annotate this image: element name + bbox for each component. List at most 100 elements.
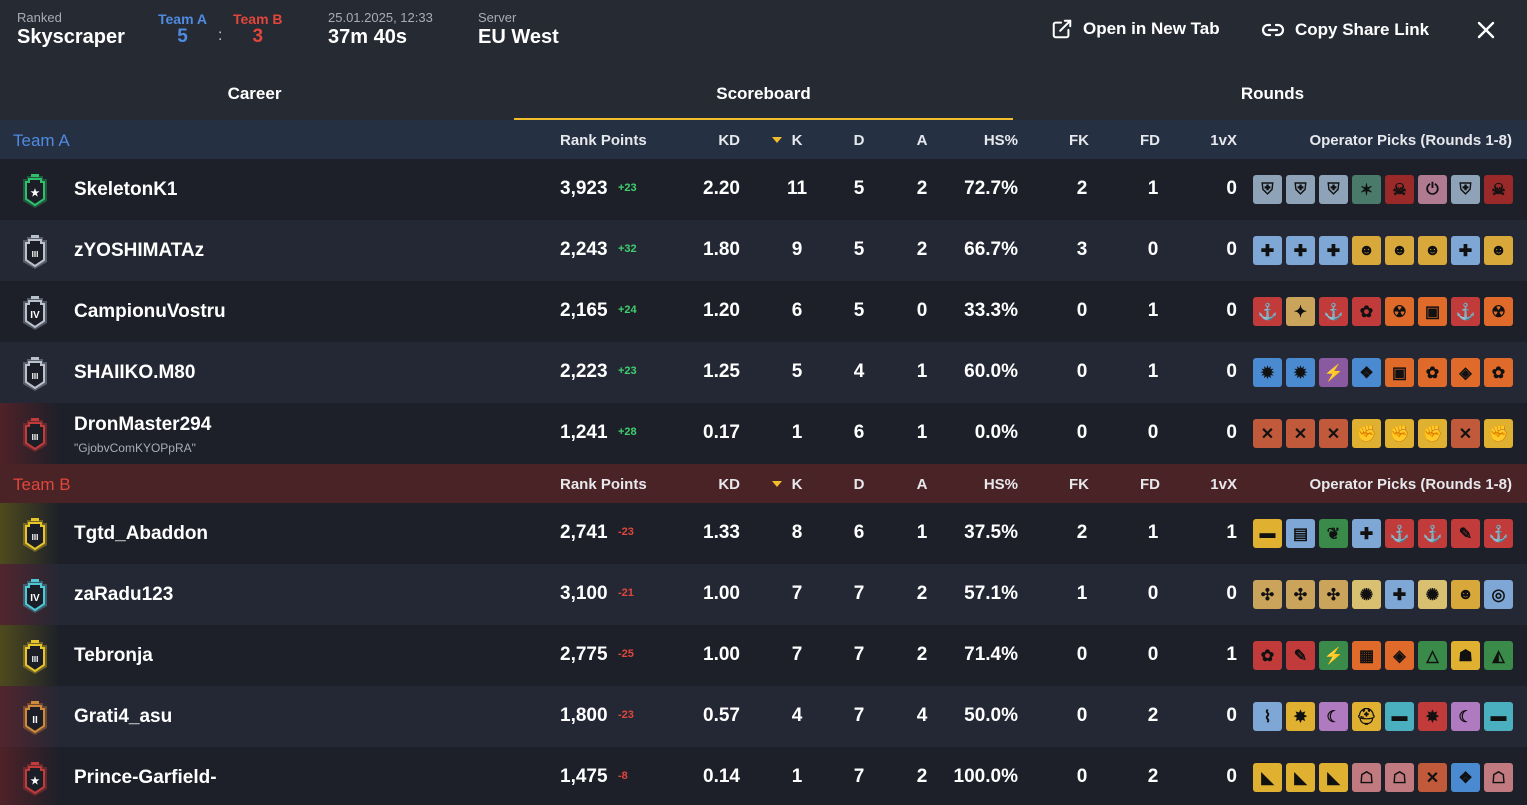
- column-header-fk[interactable]: FK: [1069, 132, 1089, 149]
- operator-icon[interactable]: ✺: [1418, 580, 1447, 609]
- player-row[interactable]: III Tebronja 2,775 -25 1.00 7 7 2 71.4% 0 0 1 ✿ ✎ ⚡ ▦ ◈ △…: [0, 625, 1527, 686]
- column-header-fd[interactable]: FD: [1140, 476, 1160, 493]
- player-row[interactable]: III SHAIIKO.M80 2,223 +23 1.25 5 4 1 60.0% 0 1 0 ✹ ✹ ⚡…: [0, 342, 1527, 403]
- operator-icon[interactable]: ⛨: [1451, 175, 1480, 204]
- operator-icon[interactable]: ⛨: [1253, 175, 1282, 204]
- operator-icon[interactable]: ⚡: [1319, 641, 1348, 670]
- operator-icon[interactable]: ☻: [1451, 580, 1480, 609]
- player-row[interactable]: III Tgtd_Abaddon 2,741 -23 1.33 8 6 1 37.5% 2 1 1 ▬ ▤…: [0, 503, 1527, 564]
- operator-icon[interactable]: ❖: [1352, 358, 1381, 387]
- operator-icon[interactable]: ⚓: [1319, 297, 1348, 326]
- operator-icon[interactable]: ☢: [1385, 297, 1414, 326]
- column-header-a[interactable]: A: [916, 132, 928, 149]
- operator-icon[interactable]: ✚: [1286, 236, 1315, 265]
- operator-icon[interactable]: ✚: [1319, 236, 1348, 265]
- operator-icon[interactable]: ⏻: [1418, 175, 1447, 204]
- operator-icon[interactable]: ✚: [1253, 236, 1282, 265]
- operator-icon[interactable]: ◎: [1484, 580, 1513, 609]
- operator-icon[interactable]: ◣: [1286, 763, 1315, 792]
- operator-icon[interactable]: ⚓: [1253, 297, 1282, 326]
- operator-icon[interactable]: ✚: [1451, 236, 1480, 265]
- player-name[interactable]: CampionuVostru: [74, 301, 226, 322]
- operator-icon[interactable]: ⚓: [1385, 519, 1414, 548]
- operator-icon[interactable]: ▬: [1253, 519, 1282, 548]
- operator-icon[interactable]: ✊: [1484, 419, 1513, 448]
- operator-icon[interactable]: ◈: [1451, 358, 1480, 387]
- operator-icon[interactable]: ☻: [1352, 236, 1381, 265]
- operator-icon[interactable]: ✿: [1484, 358, 1513, 387]
- player-row[interactable]: IV CampionuVostru 2,165 +24 1.20 6 5 0 33.3% 0 1 0 ⚓…: [0, 281, 1527, 342]
- column-header-kd[interactable]: KD: [718, 476, 740, 493]
- tab-career[interactable]: Career: [227, 84, 282, 103]
- operator-icon[interactable]: ▬: [1484, 702, 1513, 731]
- close-icon[interactable]: [1474, 18, 1498, 42]
- player-row[interactable]: III zYOSHIMATAz 2,243 +32 1.80 9 5 2 66.7% 3 0 0 ✚ ✚ ✚…: [0, 220, 1527, 281]
- column-header-operators[interactable]: Operator Picks (Rounds 1-8): [1309, 476, 1512, 493]
- player-row[interactable]: IV zaRadu123 3,100 -21 1.00 7 7 2 57.1% 1 0 0 ✣ ✣ ✣ ✺ ✚ ✺…: [0, 564, 1527, 625]
- operator-icon[interactable]: ⛨: [1319, 175, 1348, 204]
- operator-icon[interactable]: ⌇: [1253, 702, 1282, 731]
- operator-icon[interactable]: ✺: [1352, 580, 1381, 609]
- player-name[interactable]: Tebronja: [74, 645, 153, 666]
- operator-icon[interactable]: ⚓: [1418, 519, 1447, 548]
- operator-icon[interactable]: ✊: [1418, 419, 1447, 448]
- operator-icon[interactable]: ✕: [1451, 419, 1480, 448]
- operator-icon[interactable]: ▤: [1286, 519, 1315, 548]
- operator-icon[interactable]: ✎: [1451, 519, 1480, 548]
- sort-descending-icon[interactable]: [772, 137, 782, 143]
- operator-icon[interactable]: ☻: [1484, 236, 1513, 265]
- operator-icon[interactable]: ✕: [1253, 419, 1282, 448]
- column-header-hs[interactable]: HS%: [983, 476, 1018, 493]
- operator-icon[interactable]: ✣: [1253, 580, 1282, 609]
- column-header-kd[interactable]: KD: [718, 132, 740, 149]
- tab-scoreboard[interactable]: Scoreboard: [509, 68, 1018, 120]
- operator-icon[interactable]: ✣: [1286, 580, 1315, 609]
- player-row[interactable]: II Grati4_asu 1,800 -23 0.57 4 7 4 50.0% 0 2 0 ⌇ ✸ ☾ ⛑ ▬…: [0, 686, 1527, 747]
- copy-share-link-button[interactable]: Copy Share Link: [1261, 18, 1429, 42]
- operator-icon[interactable]: ✦: [1286, 297, 1315, 326]
- operator-icon[interactable]: ☖: [1385, 763, 1414, 792]
- player-name[interactable]: Tgtd_Abaddon: [74, 523, 209, 544]
- operator-icon[interactable]: ☾: [1319, 702, 1348, 731]
- column-header-onevx[interactable]: 1vX: [1210, 476, 1237, 493]
- operator-icon[interactable]: ☢: [1484, 297, 1513, 326]
- operator-icon[interactable]: ⛑: [1352, 702, 1381, 731]
- player-name[interactable]: SHAIIKO.M80: [74, 362, 196, 383]
- operator-icon[interactable]: ✊: [1352, 419, 1381, 448]
- column-header-fk[interactable]: FK: [1069, 476, 1089, 493]
- operator-icon[interactable]: ❦: [1319, 519, 1348, 548]
- operator-icon[interactable]: ▣: [1418, 297, 1447, 326]
- operator-icon[interactable]: ✶: [1352, 175, 1381, 204]
- operator-icon[interactable]: ✸: [1418, 702, 1447, 731]
- operator-icon[interactable]: ✣: [1319, 580, 1348, 609]
- operator-icon[interactable]: ✸: [1286, 702, 1315, 731]
- operator-icon[interactable]: ✕: [1319, 419, 1348, 448]
- operator-icon[interactable]: ▬: [1385, 702, 1414, 731]
- operator-icon[interactable]: ✚: [1385, 580, 1414, 609]
- operator-icon[interactable]: ☻: [1385, 236, 1414, 265]
- operator-icon[interactable]: ☠: [1385, 175, 1414, 204]
- operator-icon[interactable]: ✊: [1385, 419, 1414, 448]
- operator-icon[interactable]: ☻: [1418, 236, 1447, 265]
- sort-descending-icon[interactable]: [772, 481, 782, 487]
- column-header-a[interactable]: A: [916, 476, 928, 493]
- operator-icon[interactable]: ✎: [1286, 641, 1315, 670]
- tab-rounds[interactable]: Rounds: [1240, 84, 1305, 103]
- operator-icon[interactable]: ✕: [1286, 419, 1315, 448]
- player-row[interactable]: ★ Prince-Garfield- 1,475 -8 0.14 1 7 2 100.0% 0 2 0…: [0, 747, 1527, 805]
- operator-icon[interactable]: ✕: [1418, 763, 1447, 792]
- operator-icon[interactable]: ☗: [1451, 641, 1480, 670]
- operator-icon[interactable]: ✿: [1253, 641, 1282, 670]
- column-header-onevx[interactable]: 1vX: [1210, 132, 1237, 149]
- player-name[interactable]: DronMaster294: [74, 414, 212, 435]
- operator-icon[interactable]: ✿: [1352, 297, 1381, 326]
- operator-icon[interactable]: ▦: [1352, 641, 1381, 670]
- operator-icon[interactable]: ☖: [1484, 763, 1513, 792]
- open-new-tab-button[interactable]: Open in New Tab: [1051, 18, 1220, 40]
- player-name[interactable]: zYOSHIMATAz: [74, 240, 205, 261]
- column-header-hs[interactable]: HS%: [983, 132, 1018, 149]
- operator-icon[interactable]: ✿: [1418, 358, 1447, 387]
- operator-icon[interactable]: ⚡: [1319, 358, 1348, 387]
- operator-icon[interactable]: ❖: [1451, 763, 1480, 792]
- player-name[interactable]: Grati4_asu: [74, 706, 173, 727]
